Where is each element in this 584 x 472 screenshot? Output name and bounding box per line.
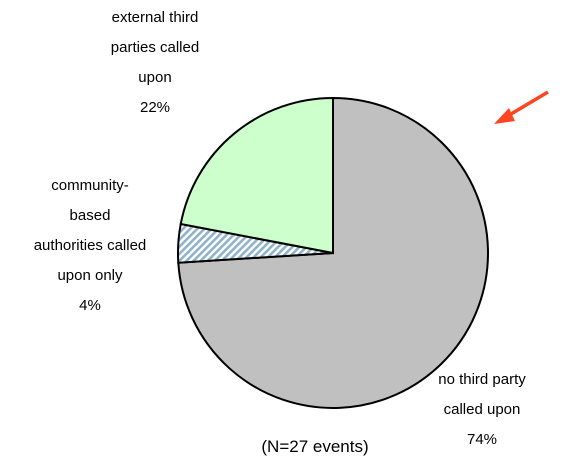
arrow-head (494, 108, 515, 124)
slice-label: community- based authorities called upon… (34, 171, 147, 321)
slice-label: no third party called upon 74% (438, 365, 526, 455)
category-label: community- based authorities called upon… (33, 177, 147, 284)
category-label: no third party called upon (438, 371, 526, 418)
arrow-shaft (505, 90, 549, 119)
slice-label: external third parties called upon 22% (111, 3, 199, 123)
value-label: 4% (79, 297, 101, 314)
value-label: 22% (139, 99, 171, 116)
value-label: 74% (466, 431, 498, 448)
pie-slice (179, 96, 334, 255)
annotation: (N=27 events) (261, 437, 369, 456)
category-label: external third parties called upon (110, 9, 200, 86)
